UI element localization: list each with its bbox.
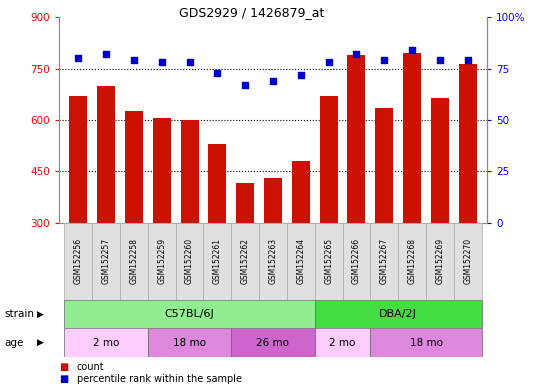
Bar [231, 223, 259, 300]
Text: 26 mo: 26 mo [256, 338, 290, 348]
Bar [180, 120, 199, 223]
Bar [148, 328, 231, 357]
Bar [315, 328, 370, 357]
Text: GSM152256: GSM152256 [74, 238, 83, 284]
Bar [403, 53, 421, 223]
Point [352, 51, 361, 57]
Text: GSM152258: GSM152258 [129, 238, 138, 284]
Point [463, 57, 472, 63]
Point [296, 72, 305, 78]
Text: strain: strain [4, 309, 35, 319]
Point [129, 57, 138, 63]
Bar [64, 223, 92, 300]
Bar [176, 223, 203, 300]
Text: 2 mo: 2 mo [93, 338, 119, 348]
Bar [203, 223, 231, 300]
Bar [264, 178, 282, 223]
Text: GSM152269: GSM152269 [436, 238, 445, 284]
Bar [259, 223, 287, 300]
Bar [426, 223, 454, 300]
Point [101, 51, 110, 57]
Text: GSM152266: GSM152266 [352, 238, 361, 284]
Bar [315, 223, 343, 300]
Point [241, 82, 250, 88]
Bar [398, 223, 426, 300]
Bar [69, 96, 87, 223]
Text: percentile rank within the sample: percentile rank within the sample [77, 374, 242, 384]
Text: GSM152262: GSM152262 [241, 238, 250, 284]
Text: GSM152268: GSM152268 [408, 238, 417, 284]
Bar [459, 63, 477, 223]
Bar [370, 223, 398, 300]
Bar [125, 111, 143, 223]
Bar [343, 223, 370, 300]
Point [185, 60, 194, 66]
Point [268, 78, 277, 84]
Bar [231, 328, 315, 357]
Bar [64, 300, 315, 328]
Text: ■: ■ [59, 374, 68, 384]
Text: GSM152263: GSM152263 [268, 238, 278, 284]
Bar [97, 86, 115, 223]
Text: 18 mo: 18 mo [409, 338, 442, 348]
Text: GSM152270: GSM152270 [463, 238, 472, 284]
Point [213, 70, 222, 76]
Text: age: age [4, 338, 24, 348]
Bar [320, 96, 338, 223]
Text: ▶: ▶ [37, 338, 44, 347]
Text: GSM152260: GSM152260 [185, 238, 194, 284]
Bar [292, 161, 310, 223]
Point [436, 57, 445, 63]
Bar [370, 328, 482, 357]
Text: ▶: ▶ [37, 310, 44, 318]
Text: C57BL/6J: C57BL/6J [165, 309, 214, 319]
Text: GSM152259: GSM152259 [157, 238, 166, 284]
Text: GSM152264: GSM152264 [296, 238, 305, 284]
Point [408, 47, 417, 53]
Text: GSM152265: GSM152265 [324, 238, 333, 284]
Bar [454, 223, 482, 300]
Text: DBA/2J: DBA/2J [379, 309, 417, 319]
Bar [148, 223, 176, 300]
Bar [431, 98, 449, 223]
Text: ■: ■ [59, 361, 68, 372]
Bar [92, 223, 120, 300]
Point [157, 60, 166, 66]
Text: 18 mo: 18 mo [173, 338, 206, 348]
Text: GSM152261: GSM152261 [213, 238, 222, 284]
Bar [287, 223, 315, 300]
Bar [347, 55, 366, 223]
Text: GSM152257: GSM152257 [101, 238, 110, 284]
Bar [375, 108, 393, 223]
Bar [64, 328, 148, 357]
Point [74, 55, 83, 61]
Bar [236, 183, 254, 223]
Bar [315, 300, 482, 328]
Text: GDS2929 / 1426879_at: GDS2929 / 1426879_at [179, 6, 325, 19]
Bar [120, 223, 148, 300]
Text: count: count [77, 361, 104, 372]
Text: 2 mo: 2 mo [329, 338, 356, 348]
Point [324, 60, 333, 66]
Point [380, 57, 389, 63]
Bar [153, 118, 171, 223]
Bar [208, 144, 226, 223]
Text: GSM152267: GSM152267 [380, 238, 389, 284]
